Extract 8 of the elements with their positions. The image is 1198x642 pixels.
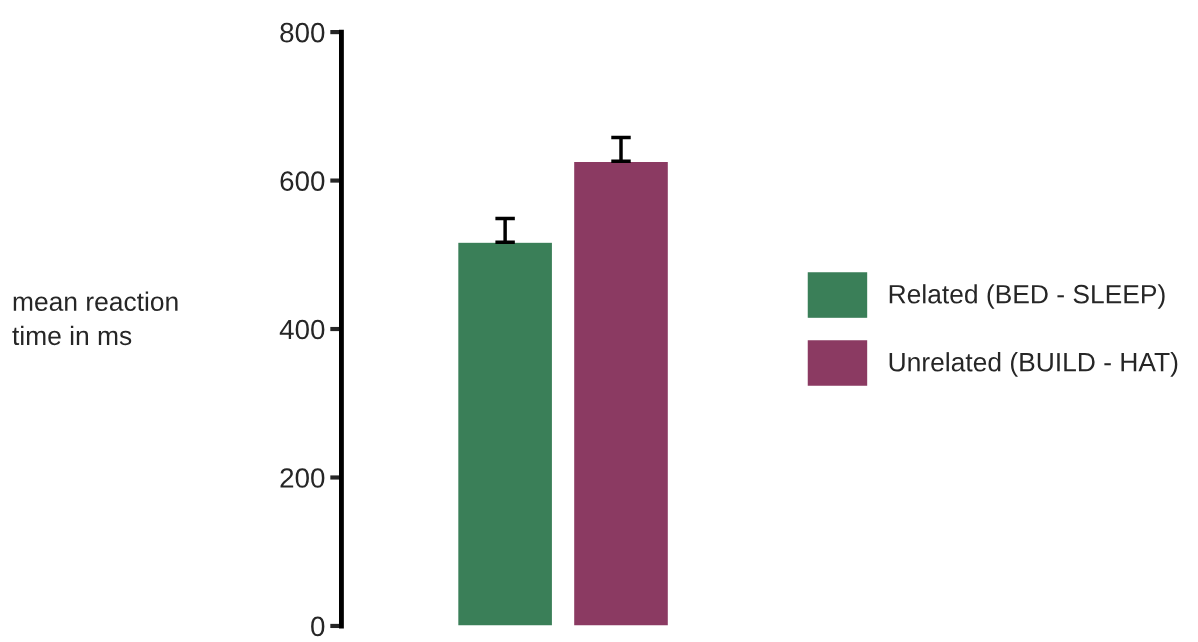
legend-label: Unrelated (BUILD - HAT) [889,352,1178,377]
legend-label: Related (BED - SLEEP) [889,284,1165,309]
y-tick-label: 600 [280,171,325,191]
y-tick-label: 800 [280,22,325,43]
y-tick-label: 200 [280,468,325,488]
y-axis-title: mean reaction time in ms [12,291,178,346]
y-tick-label: 400 [279,319,325,340]
y-tick-label: 0 [311,616,325,637]
